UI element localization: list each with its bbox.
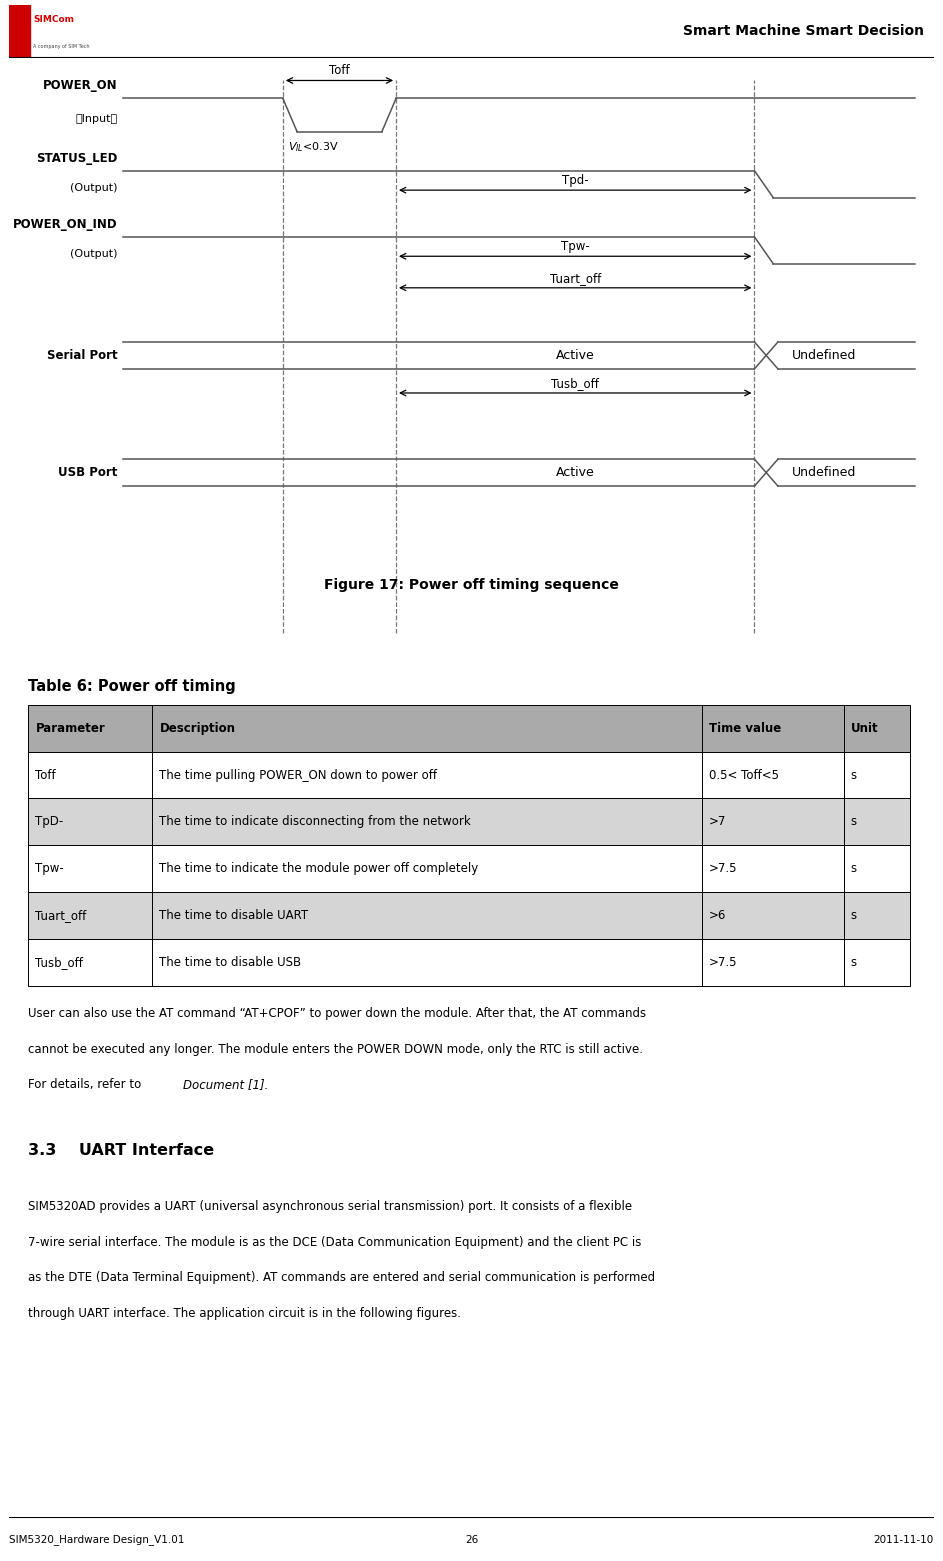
- Text: Undefined: Undefined: [792, 467, 856, 479]
- Text: POWER_ON_IND: POWER_ON_IND: [13, 217, 118, 231]
- Text: s: s: [851, 862, 857, 876]
- Bar: [28, 938, 153, 985]
- Text: 7-wire serial interface. The module is as the DCE (Data Communication Equipment): 7-wire serial interface. The module is a…: [28, 1235, 641, 1249]
- Bar: [702, 938, 844, 985]
- Bar: [844, 798, 910, 845]
- Text: as the DTE (Data Terminal Equipment). AT commands are entered and serial communi: as the DTE (Data Terminal Equipment). AT…: [28, 1271, 655, 1285]
- Text: >7.5: >7.5: [709, 955, 737, 969]
- Text: USB Port: USB Port: [58, 467, 118, 479]
- Text: （Input）: （Input）: [75, 114, 118, 123]
- Text: $V_{IL}$<0.3V: $V_{IL}$<0.3V: [288, 140, 339, 155]
- Bar: [28, 845, 153, 891]
- Text: s: s: [851, 768, 857, 782]
- Text: Active: Active: [555, 350, 595, 362]
- Text: A company of SIM Tech: A company of SIM Tech: [33, 44, 90, 48]
- Text: Toff: Toff: [36, 768, 56, 782]
- Text: Tusb_off: Tusb_off: [36, 955, 83, 969]
- Text: Parameter: Parameter: [36, 721, 105, 735]
- Text: POWER_ON: POWER_ON: [43, 80, 118, 92]
- Text: s: s: [851, 955, 857, 969]
- Bar: [844, 845, 910, 891]
- Text: Tuart_off: Tuart_off: [550, 272, 601, 284]
- Text: Tuart_off: Tuart_off: [36, 909, 87, 923]
- Bar: [844, 938, 910, 985]
- Bar: [28, 706, 153, 751]
- Text: s: s: [851, 815, 857, 829]
- Text: Undefined: Undefined: [792, 350, 856, 362]
- Bar: [702, 845, 844, 891]
- Text: through UART interface. The application circuit is in the following figures.: through UART interface. The application …: [28, 1307, 461, 1321]
- Text: >7: >7: [709, 815, 726, 829]
- Text: Description: Description: [159, 721, 236, 735]
- Text: The time to indicate disconnecting from the network: The time to indicate disconnecting from …: [159, 815, 472, 829]
- Bar: [9, 5, 30, 58]
- Text: SIM5320AD provides a UART (universal asynchronous serial transmission) port. It : SIM5320AD provides a UART (universal asy…: [28, 1200, 633, 1213]
- Text: The time to indicate the module power off completely: The time to indicate the module power of…: [159, 862, 479, 876]
- Bar: [153, 938, 702, 985]
- Text: TpD-: TpD-: [36, 815, 63, 829]
- Text: The time to disable UART: The time to disable UART: [159, 909, 308, 923]
- Bar: [702, 706, 844, 751]
- Bar: [153, 798, 702, 845]
- Bar: [702, 751, 844, 798]
- Text: 2011-11-10: 2011-11-10: [873, 1534, 934, 1545]
- Text: cannot be executed any longer. The module enters the POWER DOWN mode, only the R: cannot be executed any longer. The modul…: [28, 1043, 643, 1055]
- Text: 0.5< Toff<5: 0.5< Toff<5: [709, 768, 779, 782]
- Text: Tpw-: Tpw-: [36, 862, 64, 876]
- Bar: [28, 891, 153, 938]
- Text: Time value: Time value: [709, 721, 782, 735]
- Bar: [28, 798, 153, 845]
- Bar: [28, 751, 153, 798]
- Text: Toff: Toff: [329, 64, 350, 78]
- Text: (Output): (Output): [71, 183, 118, 192]
- Text: Unit: Unit: [851, 721, 879, 735]
- Text: SIM5320_Hardware Design_V1.01: SIM5320_Hardware Design_V1.01: [9, 1534, 185, 1545]
- Text: Active: Active: [555, 467, 595, 479]
- Bar: [153, 845, 702, 891]
- Text: User can also use the AT command “AT+CPOF” to power down the module. After that,: User can also use the AT command “AT+CPO…: [28, 1007, 646, 1019]
- Text: s: s: [851, 909, 857, 923]
- Text: >7.5: >7.5: [709, 862, 737, 876]
- Text: >6: >6: [709, 909, 726, 923]
- Bar: [153, 891, 702, 938]
- Text: SIMCom: SIMCom: [33, 16, 74, 23]
- Text: Tusb_off: Tusb_off: [552, 376, 599, 390]
- Text: Serial Port: Serial Port: [47, 350, 118, 362]
- Bar: [702, 798, 844, 845]
- Text: For details, refer to: For details, refer to: [28, 1079, 145, 1091]
- Text: Smart Machine Smart Decision: Smart Machine Smart Decision: [684, 25, 924, 37]
- Text: (Output): (Output): [71, 248, 118, 259]
- Bar: [844, 706, 910, 751]
- Text: 26: 26: [465, 1534, 478, 1545]
- Text: STATUS_LED: STATUS_LED: [37, 151, 118, 164]
- Bar: [844, 751, 910, 798]
- Text: The time to disable USB: The time to disable USB: [159, 955, 302, 969]
- Text: 3.3    UART Interface: 3.3 UART Interface: [28, 1143, 214, 1158]
- Bar: [702, 891, 844, 938]
- Bar: [153, 706, 702, 751]
- Text: Tpd-: Tpd-: [562, 175, 588, 187]
- Text: Tpw-: Tpw-: [561, 240, 589, 253]
- Text: Document [1].: Document [1].: [183, 1079, 269, 1091]
- Text: Table 6: Power off timing: Table 6: Power off timing: [28, 679, 236, 695]
- Bar: [844, 891, 910, 938]
- Text: The time pulling POWER_ON down to power off: The time pulling POWER_ON down to power …: [159, 768, 438, 782]
- Bar: [153, 751, 702, 798]
- Text: Figure 17: Power off timing sequence: Figure 17: Power off timing sequence: [324, 578, 619, 592]
